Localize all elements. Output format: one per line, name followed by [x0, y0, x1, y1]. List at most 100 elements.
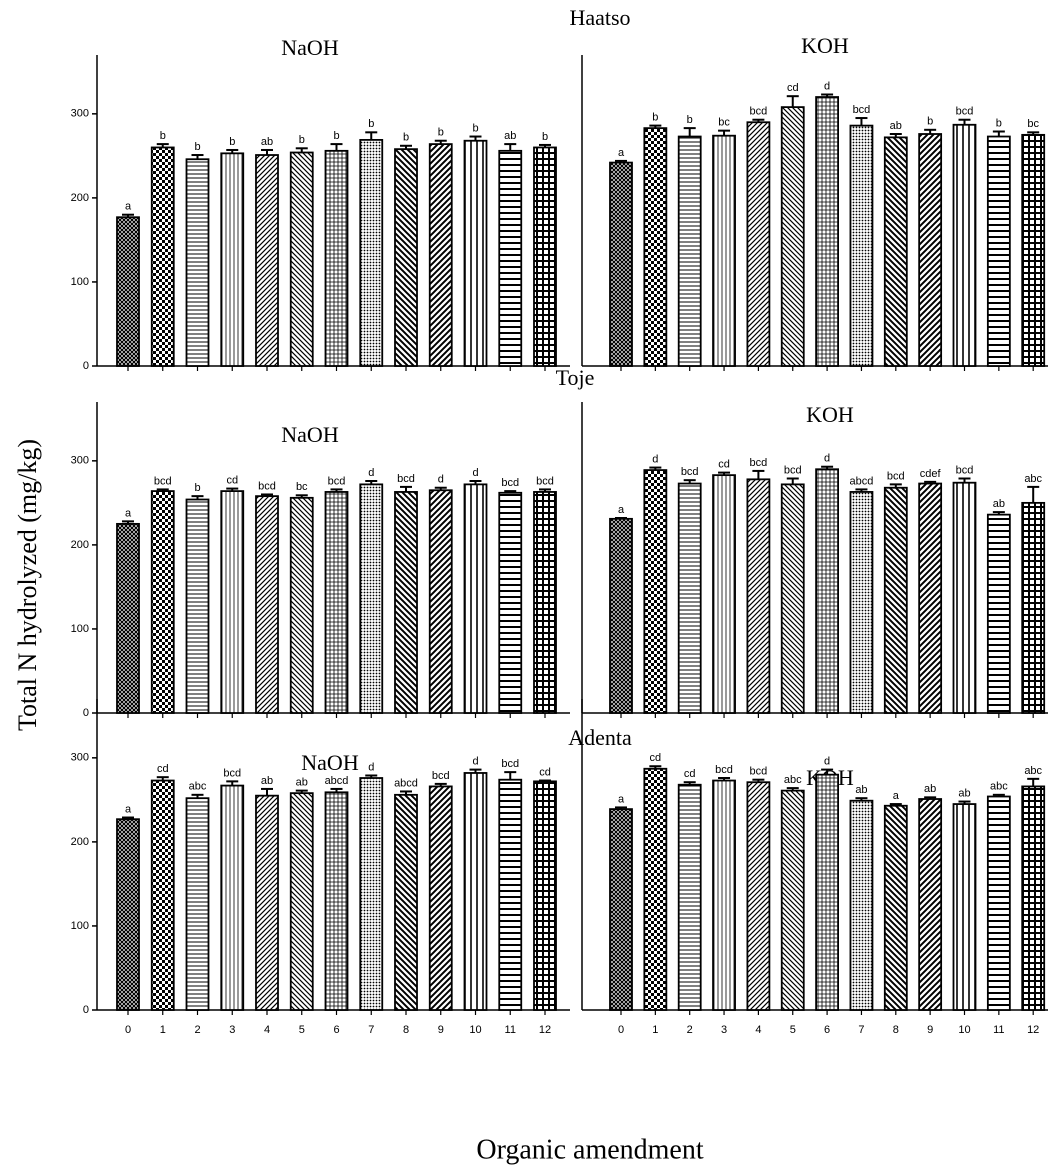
- significance-letter: a: [618, 793, 625, 805]
- error-bar: [226, 487, 239, 492]
- error-bar: [295, 789, 308, 794]
- bar: [849, 491, 874, 714]
- bar: [780, 483, 805, 714]
- bar: [463, 139, 488, 367]
- significance-letter: b: [368, 118, 374, 130]
- error-bar: [992, 793, 1005, 797]
- bar: [220, 152, 245, 367]
- y-tick-label: 100: [71, 276, 89, 288]
- significance-letter: b: [996, 117, 1002, 129]
- x-tick-label: 4: [264, 1024, 270, 1036]
- error-bar: [649, 124, 662, 129]
- bar: [712, 134, 736, 367]
- error-bar: [924, 128, 937, 135]
- bar: [428, 489, 453, 714]
- significance-letter: a: [618, 504, 625, 516]
- x-tick-label: 10: [469, 1024, 481, 1036]
- y-tick-label: 100: [71, 920, 89, 932]
- x-tick-label: 8: [893, 1024, 899, 1036]
- error-bar: [615, 516, 627, 519]
- bar: [463, 483, 488, 714]
- x-tick-label: 6: [824, 1024, 830, 1036]
- bar: [643, 127, 668, 367]
- error-bar: [191, 495, 204, 500]
- bar: [220, 490, 245, 714]
- bar: [918, 798, 943, 1011]
- significance-letter: abcd: [394, 777, 418, 789]
- significance-letter: bcd: [887, 470, 905, 482]
- x-tick-label: 10: [958, 1024, 970, 1036]
- site-title: Toje: [556, 365, 595, 390]
- significance-letter: bcd: [501, 477, 519, 489]
- error-bar: [261, 787, 273, 796]
- error-bar: [889, 803, 902, 806]
- bar: [986, 795, 1011, 1011]
- error-bar: [786, 787, 799, 791]
- error-bar: [434, 486, 447, 491]
- error-bar: [122, 816, 134, 820]
- x-tick-label: 4: [755, 1024, 761, 1036]
- bar: [255, 154, 279, 367]
- bar: [643, 767, 668, 1011]
- error-bar: [683, 479, 696, 484]
- y-tick-label: 0: [83, 707, 89, 719]
- significance-letter: b: [403, 132, 409, 144]
- error-bar: [683, 781, 696, 785]
- error-bar: [400, 485, 412, 492]
- x-tick-label: 0: [618, 1024, 624, 1036]
- y-tick-label: 300: [71, 108, 89, 120]
- error-bar: [400, 144, 412, 150]
- y-tick-label: 100: [71, 623, 89, 635]
- significance-letter: b: [927, 116, 933, 128]
- error-bar: [958, 477, 971, 483]
- x-tick-label: 2: [194, 1024, 200, 1036]
- bar: [746, 121, 771, 367]
- y-tick-label: 200: [71, 192, 89, 204]
- bar: [918, 482, 943, 714]
- significance-letter: ab: [924, 783, 936, 795]
- significance-letter: ab: [993, 498, 1005, 510]
- panel-title: KOH: [806, 402, 854, 427]
- bar: [986, 135, 1011, 367]
- error-bar: [924, 796, 937, 800]
- significance-letter: a: [618, 147, 625, 159]
- error-bar: [924, 480, 937, 484]
- x-tick-label: 2: [687, 1024, 693, 1036]
- x-tick-label: 12: [539, 1024, 551, 1036]
- significance-letter: b: [333, 130, 339, 142]
- error-bar: [615, 159, 627, 163]
- error-bar: [156, 488, 169, 492]
- significance-letter: a: [893, 790, 900, 802]
- panel-title: NaOH: [281, 422, 339, 447]
- bar: [815, 96, 839, 367]
- bar: [677, 482, 702, 714]
- error-bar: [889, 483, 902, 488]
- bar: [952, 481, 977, 714]
- bar: [498, 491, 523, 714]
- bar: [394, 148, 418, 367]
- error-bar: [156, 143, 169, 148]
- significance-letter: bcd: [258, 480, 276, 492]
- bar: [609, 808, 633, 1011]
- bar: [359, 483, 384, 714]
- bar: [849, 124, 874, 367]
- error-bar: [226, 780, 239, 786]
- error-bar: [821, 768, 834, 775]
- bar: [609, 161, 633, 367]
- bar: [952, 123, 977, 367]
- y-tick-label: 0: [83, 1004, 89, 1016]
- bar: [883, 486, 908, 714]
- significance-letter: abc: [1024, 765, 1042, 777]
- bar: [150, 490, 175, 714]
- bar: [150, 779, 175, 1011]
- error-bar: [889, 133, 902, 138]
- error-bar: [992, 511, 1005, 515]
- y-tick-label: 300: [71, 455, 89, 467]
- significance-letter: bcd: [784, 464, 802, 476]
- significance-letter: d: [824, 80, 830, 92]
- bar: [116, 216, 140, 367]
- panel-title: NaOH: [301, 750, 359, 775]
- significance-letter: ab: [855, 784, 867, 796]
